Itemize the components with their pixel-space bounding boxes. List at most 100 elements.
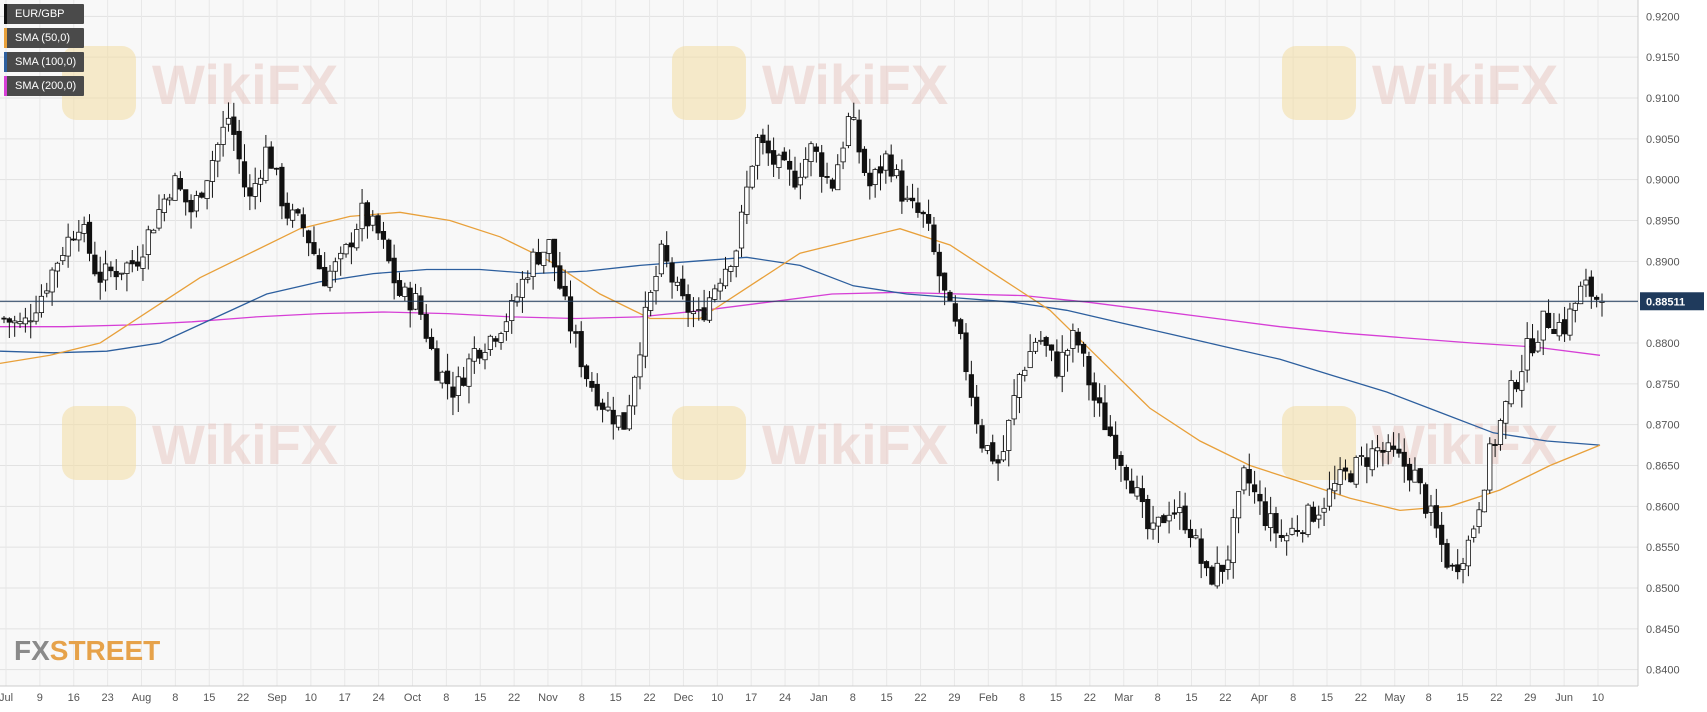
- candle-bull: [209, 160, 216, 182]
- candle-bear: [418, 295, 424, 315]
- candle-bear: [680, 278, 686, 297]
- x-tick-label: 22: [1490, 692, 1502, 704]
- x-tick-label: Jan: [810, 692, 828, 704]
- candle-bear: [867, 172, 873, 187]
- candle-bull: [541, 251, 547, 266]
- candle-bull: [1358, 455, 1365, 457]
- candle-bear: [1, 317, 7, 320]
- candle-bull: [204, 180, 210, 199]
- candle-bear: [557, 265, 563, 289]
- candle-bear: [1209, 566, 1215, 585]
- candle-bear: [1118, 455, 1124, 466]
- candle-bear: [1545, 312, 1552, 328]
- candle-bear: [1187, 528, 1194, 539]
- watermark-text: WikiFX: [762, 413, 948, 476]
- candle-bull: [487, 335, 493, 350]
- legend-item-eurgbp[interactable]: EUR/GBP: [4, 4, 85, 24]
- candle-bull: [172, 175, 178, 201]
- candle-bear: [787, 160, 793, 170]
- x-tick-label: Jul: [0, 692, 13, 704]
- sma-100-line: [0, 256, 1601, 446]
- candle-bear: [1086, 355, 1092, 386]
- candle-bull: [193, 195, 200, 212]
- candle-bull: [1535, 341, 1541, 352]
- candle-bear: [765, 140, 771, 154]
- candle-bear: [621, 412, 627, 430]
- candle-bull: [803, 158, 809, 178]
- x-tick-label: 15: [610, 692, 622, 704]
- candle-bull: [653, 275, 659, 292]
- candle-bull: [1038, 339, 1044, 342]
- candle-bull: [1353, 457, 1359, 485]
- candle-bull: [1305, 504, 1311, 535]
- candle-bull: [1214, 562, 1220, 587]
- candle-bull: [161, 198, 167, 213]
- candle-bear: [434, 348, 440, 381]
- candle-bear: [1406, 463, 1413, 481]
- y-tick-label: 0.8550: [1646, 542, 1680, 554]
- candle-bull: [616, 415, 622, 428]
- candle-bear: [1492, 443, 1498, 446]
- candle-bull: [81, 224, 87, 234]
- candle-bear: [1348, 473, 1354, 483]
- watermark-text: WikiFX: [762, 53, 948, 116]
- candle-bear: [461, 377, 467, 386]
- candle-bull: [455, 376, 461, 396]
- y-tick-label: 0.9150: [1646, 52, 1680, 64]
- candle-bull: [509, 300, 515, 322]
- candle-bull: [984, 445, 990, 451]
- candle-bear: [589, 380, 595, 388]
- candle-bear: [316, 255, 322, 270]
- candle-bear: [1444, 543, 1450, 568]
- candle-bull: [1460, 563, 1466, 570]
- candle-bull: [808, 143, 814, 163]
- candle-bear: [1161, 515, 1167, 524]
- candle-bear: [1145, 499, 1151, 530]
- candle-bull: [851, 117, 857, 120]
- legend-item-sma-200[interactable]: SMA (200,0): [4, 76, 85, 96]
- candle-bear: [1102, 402, 1108, 431]
- candle-bull: [642, 306, 648, 357]
- legend-item-sma-100[interactable]: SMA (100,0): [4, 52, 85, 72]
- candle-bear: [273, 167, 280, 170]
- candle-bear: [1203, 561, 1210, 569]
- candle-bear: [380, 231, 387, 240]
- candle-bull: [343, 244, 349, 255]
- sma-layer: [0, 211, 1601, 512]
- candle-bull: [1369, 448, 1375, 471]
- candle-bull: [1583, 279, 1589, 286]
- candle-bull: [728, 266, 734, 272]
- candle-bear: [1278, 534, 1284, 538]
- candle-bull: [76, 231, 82, 241]
- candle-bull: [338, 252, 344, 260]
- legend-item-sma-50[interactable]: SMA (50,0): [4, 28, 85, 48]
- candle-bull: [883, 153, 889, 171]
- candle-bull: [738, 211, 745, 249]
- candle-bear: [995, 459, 1001, 464]
- candle-bull: [1000, 451, 1007, 461]
- candle-bull: [1193, 535, 1199, 539]
- candle-bull: [290, 209, 296, 221]
- candle-bear: [931, 224, 937, 253]
- candle-bear: [322, 266, 328, 287]
- x-tick-label: 15: [203, 692, 215, 704]
- candle-bull: [1134, 487, 1140, 497]
- candle-bear: [888, 154, 894, 177]
- candle-bear: [1273, 513, 1279, 534]
- x-tick-label: 29: [948, 692, 960, 704]
- candle-bull: [658, 243, 664, 275]
- candle-bull: [498, 333, 504, 343]
- candle-bull: [28, 320, 34, 323]
- candle-bull: [845, 116, 852, 147]
- candle-bear: [231, 116, 237, 135]
- candle-bull: [1556, 322, 1562, 337]
- candle-bear: [990, 442, 996, 462]
- candle-bear: [97, 271, 103, 283]
- candle-bull: [717, 282, 723, 292]
- candle-bull: [263, 146, 269, 181]
- x-tick-label: 24: [779, 692, 791, 704]
- candle-bear: [1417, 468, 1423, 484]
- candle-bull: [546, 239, 552, 254]
- candle-bull: [674, 281, 681, 286]
- candle-bear: [493, 338, 499, 342]
